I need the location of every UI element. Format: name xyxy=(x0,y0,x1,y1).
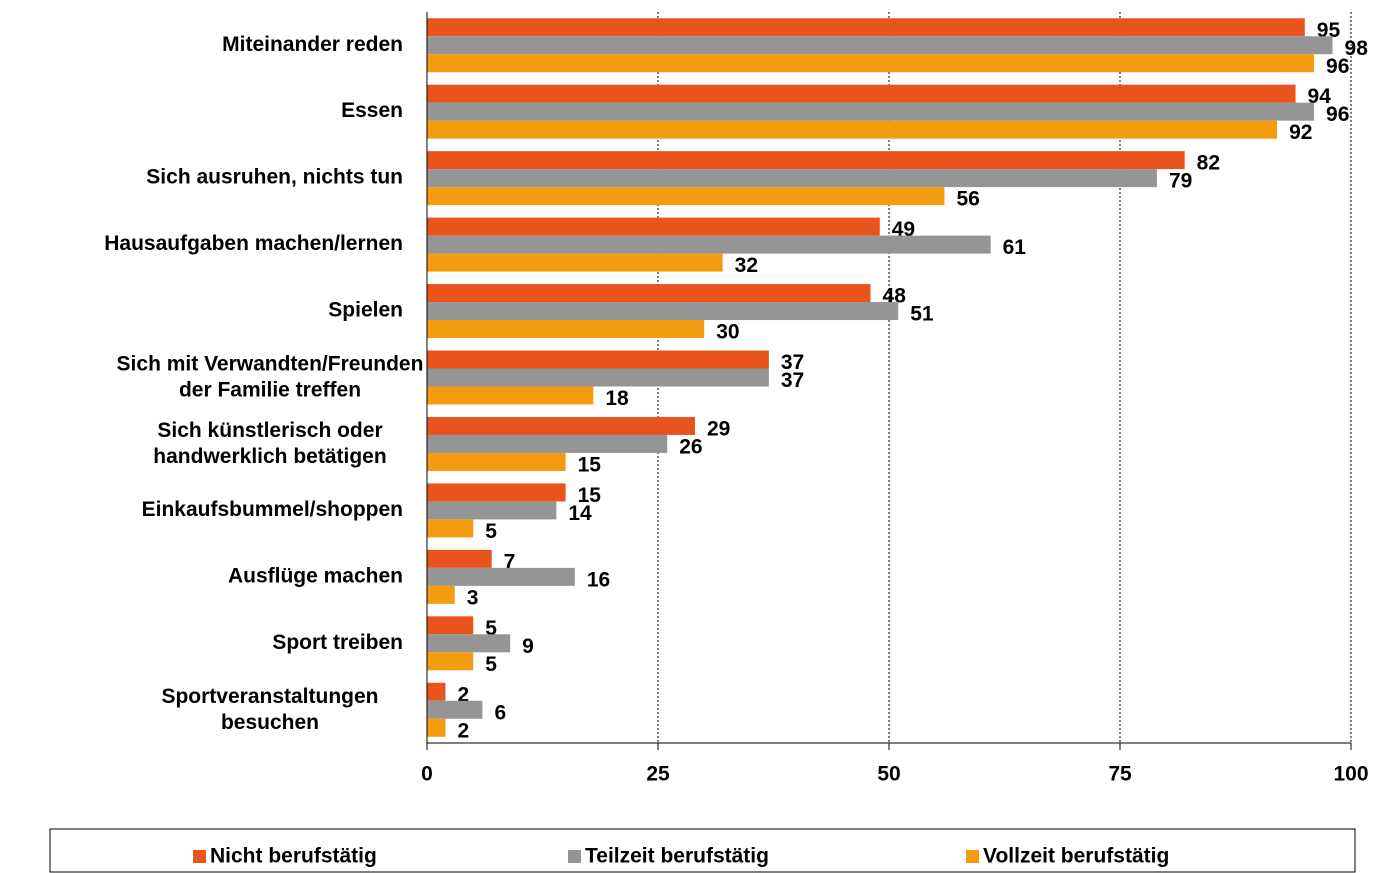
bar xyxy=(427,386,594,405)
bar xyxy=(427,519,474,538)
bar xyxy=(427,18,1305,37)
value-label: 16 xyxy=(587,568,610,591)
value-label: 98 xyxy=(1345,37,1369,60)
bar xyxy=(427,652,474,671)
value-label: 30 xyxy=(716,321,739,344)
bar xyxy=(427,452,566,471)
value-label: 92 xyxy=(1289,121,1312,144)
bar xyxy=(427,501,557,520)
bar xyxy=(427,567,575,586)
legend-swatch xyxy=(193,850,206,863)
bar xyxy=(427,682,446,701)
x-tick-label: 50 xyxy=(877,763,900,786)
bar xyxy=(427,549,492,568)
value-label: 15 xyxy=(578,454,602,477)
value-label: 9 xyxy=(522,635,534,658)
value-label: 2 xyxy=(457,683,469,706)
bar xyxy=(427,187,945,206)
value-label: 15 xyxy=(578,484,602,507)
bar xyxy=(427,120,1278,139)
value-label: 49 xyxy=(892,218,915,241)
bar xyxy=(427,102,1315,121)
bar xyxy=(427,700,483,719)
bar xyxy=(427,320,705,339)
value-label: 51 xyxy=(910,303,934,326)
category-label: Miteinander reden xyxy=(222,33,403,56)
x-tick-label: 100 xyxy=(1333,763,1368,786)
value-label: 3 xyxy=(467,586,479,609)
value-label: 37 xyxy=(781,369,804,392)
value-label: 32 xyxy=(735,254,758,277)
legend-label: Teilzeit berufstätig xyxy=(585,845,769,868)
value-label: 6 xyxy=(494,701,506,724)
bar xyxy=(427,416,695,435)
value-label: 95 xyxy=(1317,19,1341,42)
category-label: Sportveranstaltungen besuchen xyxy=(161,684,378,733)
value-label: 94 xyxy=(1308,85,1332,108)
value-label: 5 xyxy=(485,617,497,640)
bar xyxy=(427,235,991,254)
value-label: 48 xyxy=(883,285,907,308)
bar xyxy=(427,434,668,453)
bar xyxy=(427,350,769,369)
value-label: 96 xyxy=(1326,55,1349,78)
category-label: Ausflüge machen xyxy=(228,564,403,587)
bar xyxy=(427,585,455,604)
x-tick-label: 25 xyxy=(646,763,670,786)
bar xyxy=(427,151,1185,170)
legend-box xyxy=(49,828,1356,873)
value-label: 79 xyxy=(1169,170,1192,193)
bar xyxy=(427,54,1315,73)
legend-swatch xyxy=(966,850,979,863)
value-label: 29 xyxy=(707,418,730,441)
value-label: 5 xyxy=(485,653,497,676)
category-label: Hausaufgaben machen/lernen xyxy=(104,232,403,255)
x-tick-label: 75 xyxy=(1108,763,1132,786)
bar xyxy=(427,284,871,303)
bar xyxy=(427,483,566,502)
bar xyxy=(427,634,511,653)
category-label: Sich mit Verwandten/Freunden der Familie … xyxy=(117,352,424,401)
value-label: 14 xyxy=(568,502,592,525)
bar xyxy=(427,616,474,635)
value-label: 5 xyxy=(485,520,497,543)
legend-label: Nicht berufstätig xyxy=(210,845,377,868)
bar xyxy=(427,169,1157,188)
value-label: 2 xyxy=(457,719,469,742)
bar xyxy=(427,253,723,272)
bar xyxy=(427,302,899,321)
value-label: 18 xyxy=(605,387,629,410)
legend-label: Vollzeit berufstätig xyxy=(983,845,1169,868)
category-label: Essen xyxy=(341,99,403,122)
value-label: 96 xyxy=(1326,103,1349,126)
value-label: 7 xyxy=(504,550,516,573)
category-label: Spielen xyxy=(328,299,403,322)
bar xyxy=(427,84,1296,103)
bar xyxy=(427,368,769,387)
value-label: 26 xyxy=(679,436,702,459)
bar xyxy=(427,718,446,737)
value-label: 61 xyxy=(1003,236,1027,259)
category-label: Einkaufsbummel/shoppen xyxy=(142,498,403,521)
legend-swatch xyxy=(568,850,581,863)
bar xyxy=(427,36,1333,55)
category-label: Sich künstlerisch oder handwerklich betät… xyxy=(153,419,386,468)
bar xyxy=(427,217,880,236)
category-label: Sich ausruhen, nichts tun xyxy=(146,166,403,189)
category-label: Sport treiben xyxy=(272,631,403,654)
value-label: 82 xyxy=(1197,152,1220,175)
value-label: 37 xyxy=(781,351,804,374)
x-tick-label: 0 xyxy=(421,763,433,786)
value-label: 56 xyxy=(956,188,979,211)
